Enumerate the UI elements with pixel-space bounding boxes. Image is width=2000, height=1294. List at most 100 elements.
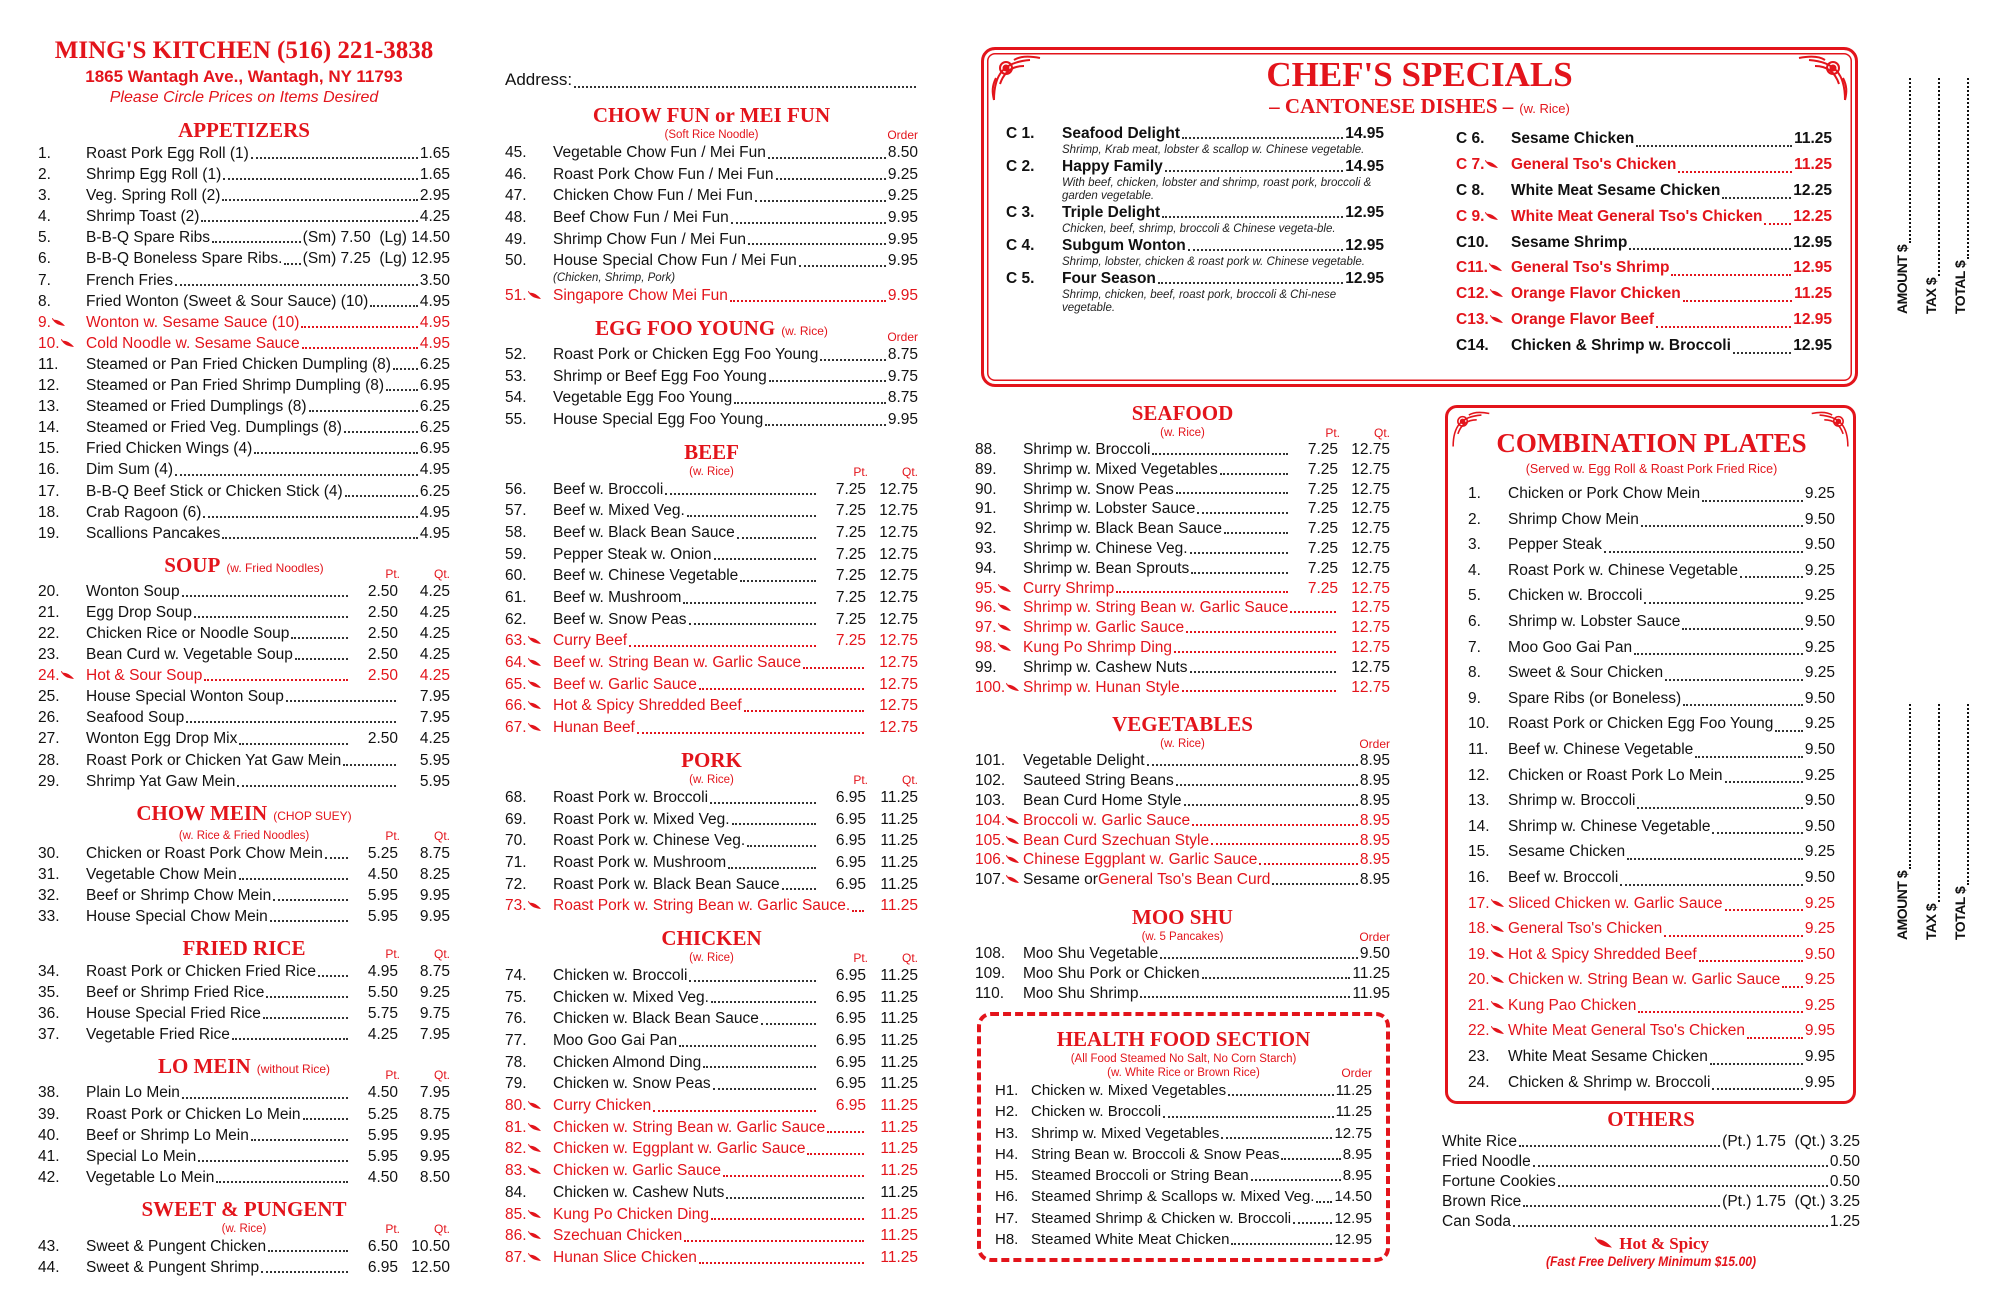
- price-pint[interactable]: 6.95: [835, 853, 866, 871]
- price-quart[interactable]: 11.25: [880, 1162, 918, 1180]
- price-quart[interactable]: 11.25: [880, 988, 918, 1006]
- menu-item[interactable]: 69. Roast Pork w. Mixed Veg. 6.95 11.25: [505, 809, 918, 831]
- price[interactable]: 9.25: [1804, 843, 1835, 861]
- menu-item[interactable]: 11. Beef w. Chinese Vegetable 9.50: [1468, 737, 1835, 763]
- menu-item[interactable]: 71. Roast Pork w. Mushroom 6.95 11.25: [505, 852, 918, 874]
- price-quart[interactable]: 11.25: [880, 832, 918, 850]
- price[interactable]: 6.95: [419, 377, 450, 395]
- menu-item[interactable]: 40. Beef or Shrimp Lo Mein 5.95 9.95: [38, 1125, 450, 1146]
- price[interactable]: 9.95: [1804, 1048, 1835, 1066]
- price-pint[interactable]: 2.50: [367, 646, 398, 664]
- price-quart[interactable]: 11.25: [880, 810, 918, 828]
- menu-item[interactable]: 93. Shrimp w. Chinese Veg. 7.25 12.75: [975, 539, 1390, 559]
- price-pint[interactable]: 6.95: [835, 988, 866, 1006]
- menu-item[interactable]: 59. Pepper Steak w. Onion 7.25 12.75: [505, 544, 918, 566]
- menu-item[interactable]: 42. Vegetable Lo Mein 4.50 8.50: [38, 1167, 450, 1188]
- price-quart[interactable]: 12.75: [879, 610, 918, 628]
- price[interactable]: 9.25: [1804, 971, 1835, 989]
- menu-item[interactable]: 70. Roast Pork w. Chinese Veg. 6.95 11.25: [505, 830, 918, 852]
- menu-item[interactable]: 33. House Special Chow Mein 5.95 9.95: [38, 906, 450, 927]
- price-quart[interactable]: 12.75: [1351, 500, 1390, 518]
- price-quart[interactable]: 4.25: [419, 624, 450, 642]
- menu-item[interactable]: 16. Dim Sum (4) 4.95: [38, 459, 450, 480]
- price[interactable]: 9.50: [1804, 510, 1835, 528]
- price-quart[interactable]: 12.75: [1351, 460, 1390, 478]
- menu-item[interactable]: 92. Shrimp w. Black Bean Sauce 7.25 12.75: [975, 519, 1390, 539]
- price[interactable]: 9.25: [887, 187, 918, 205]
- total-field[interactable]: TOTAL $: [1946, 76, 1975, 314]
- price[interactable]: 9.50: [1804, 689, 1835, 707]
- menu-item[interactable]: C 4. Subgum Wonton 12.95: [1006, 236, 1384, 256]
- price-quart[interactable]: 11.25: [880, 1097, 918, 1115]
- price[interactable]: 9.25: [1804, 766, 1835, 784]
- price-pint[interactable]: 7.25: [835, 480, 866, 498]
- menu-item[interactable]: 6. B-B-Q Boneless Spare Ribs. (Sm) 7.25 (L…: [38, 248, 450, 269]
- price[interactable]: 11.25: [1794, 155, 1832, 173]
- price-pint[interactable]: 4.50: [367, 865, 398, 883]
- price[interactable]: 11.25: [1352, 964, 1390, 982]
- price[interactable]: 6.25: [419, 419, 450, 437]
- menu-item[interactable]: 109. Moo Shu Pork or Chicken 11.25: [975, 964, 1390, 984]
- price-quart[interactable]: 12.75: [1351, 480, 1390, 498]
- address-field[interactable]: Address:: [505, 66, 918, 94]
- menu-item[interactable]: H8. Steamed White Meat Chicken 12.95: [995, 1229, 1372, 1250]
- price-quart[interactable]: 12.75: [879, 675, 918, 693]
- menu-item[interactable]: 94. Shrimp w. Bean Sprouts 7.25 12.75: [975, 559, 1390, 579]
- price-quart[interactable]: 7.95: [419, 1026, 450, 1044]
- menu-item[interactable]: 7. Moo Goo Gai Pan 9.25: [1468, 635, 1835, 661]
- price-quart[interactable]: 12.50: [411, 1259, 450, 1277]
- price-pint[interactable]: 7.25: [835, 632, 866, 650]
- menu-item[interactable]: 20. Chicken w. String Bean w. Garlic Sauc…: [1468, 967, 1835, 993]
- price[interactable]: 14.50: [1334, 1188, 1372, 1206]
- menu-item[interactable]: 49. Shrimp Chow Fun / Mei Fun 9.95: [505, 229, 918, 251]
- menu-item[interactable]: 67. Hunan Beef 12.75: [505, 717, 918, 739]
- menu-item[interactable]: 87. Hunan Slice Chicken 11.25: [505, 1247, 918, 1269]
- menu-item[interactable]: 19. Hot & Spicy Shredded Beef 9.50: [1468, 942, 1835, 968]
- price-pint[interactable]: 5.25: [367, 844, 398, 862]
- total-blank[interactable]: [1967, 78, 1969, 259]
- price-quart[interactable]: 4.25: [419, 646, 450, 664]
- price-pint[interactable]: 6.95: [835, 1053, 866, 1071]
- menu-item[interactable]: 65. Beef w. Garlic Sauce 12.75: [505, 674, 918, 696]
- price-pint[interactable]: 6.95: [835, 1032, 866, 1049]
- price[interactable]: 6.25: [419, 482, 450, 500]
- menu-item[interactable]: C11. General Tso's Shrimp 12.95: [1456, 255, 1832, 281]
- price-pint[interactable]: 5.95: [367, 1126, 398, 1144]
- price-quart[interactable]: 12.75: [879, 545, 918, 563]
- price[interactable]: 12.95: [1793, 337, 1832, 355]
- price[interactable]: 8.95: [1359, 791, 1390, 809]
- menu-item[interactable]: 82. Chicken w. Eggplant w. Garlic Sauce 11…: [505, 1138, 918, 1160]
- price-quart[interactable]: 9.95: [419, 908, 450, 925]
- menu-item[interactable]: 50. House Special Chow Fun / Mei Fun 9.95: [505, 250, 918, 272]
- price-pint[interactable]: 2.50: [367, 624, 398, 642]
- price[interactable]: 9.95: [1804, 1022, 1835, 1040]
- menu-item[interactable]: 97. Shrimp w. Garlic Sauce 12.75: [975, 618, 1390, 638]
- price-pint[interactable]: 2.50: [367, 730, 398, 748]
- menu-item[interactable]: 43. Sweet & Pungent Chicken 6.50 10.50: [38, 1236, 450, 1257]
- price-quart[interactable]: 11.25: [880, 1205, 918, 1223]
- price[interactable]: 11.25: [1794, 130, 1832, 147]
- menu-item[interactable]: 23. Bean Curd w. Vegetable Soup 2.50 4.25: [38, 644, 450, 665]
- price[interactable]: 9.50: [1804, 945, 1835, 963]
- price-quart[interactable]: 12.75: [1351, 520, 1390, 538]
- menu-item[interactable]: 17. B-B-Q Beef Stick or Chicken Stick (4)…: [38, 481, 450, 502]
- price-quart[interactable]: 11.25: [880, 853, 918, 871]
- price-quart[interactable]: 8.75: [419, 963, 450, 981]
- menu-item[interactable]: C 6. Sesame Chicken 11.25: [1456, 126, 1832, 152]
- price[interactable]: 8.95: [1359, 772, 1390, 790]
- price[interactable]: 8.75: [887, 345, 918, 363]
- price[interactable]: 4.95: [419, 503, 450, 521]
- menu-item[interactable]: 105. Bean Curd Szechuan Style 8.95: [975, 831, 1390, 851]
- price-pint[interactable]: 2.50: [367, 603, 398, 621]
- menu-item[interactable]: Fortune Cookies 0.50: [1442, 1172, 1860, 1192]
- price[interactable]: 6.25: [419, 355, 450, 373]
- menu-item[interactable]: 10. Cold Noodle w. Sesame Sauce 4.95: [38, 333, 450, 354]
- price-pint[interactable]: 7.25: [835, 545, 866, 563]
- price-pint[interactable]: 4.95: [367, 963, 398, 981]
- menu-item[interactable]: 21. Kung Pao Chicken 9.25: [1468, 993, 1835, 1019]
- price-quart[interactable]: 11.25: [880, 966, 918, 984]
- menu-item[interactable]: 23. White Meat Sesame Chicken 9.95: [1468, 1044, 1835, 1070]
- price[interactable]: 9.25: [1804, 664, 1835, 682]
- menu-item[interactable]: 24. Chicken & Shrimp w. Broccoli 9.95: [1468, 1070, 1835, 1096]
- menu-item[interactable]: 104. Broccoli w. Garlic Sauce 8.95: [975, 811, 1390, 831]
